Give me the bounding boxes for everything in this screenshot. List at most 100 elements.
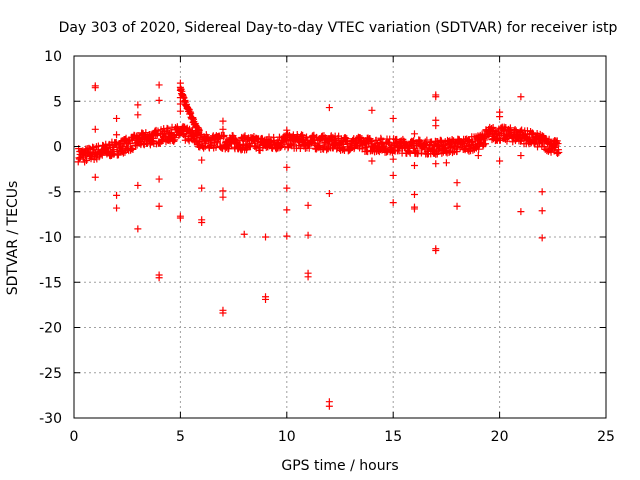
band-point bbox=[368, 138, 376, 146]
outlier-point bbox=[538, 234, 546, 242]
outlier-point bbox=[113, 191, 121, 199]
outlier-point bbox=[219, 309, 227, 317]
outlier-point bbox=[198, 156, 206, 164]
outlier-point bbox=[538, 188, 546, 196]
outlier-point bbox=[432, 122, 440, 130]
outlier-point bbox=[91, 173, 99, 181]
outlier-point bbox=[517, 152, 525, 160]
outlier-point bbox=[538, 207, 546, 215]
outlier-point bbox=[155, 81, 163, 89]
outlier-point bbox=[134, 225, 142, 233]
band-point bbox=[482, 140, 490, 148]
band-point bbox=[298, 131, 306, 139]
outlier-point bbox=[134, 181, 142, 189]
y-tick-label: 0 bbox=[53, 140, 62, 156]
outlier-point bbox=[176, 86, 184, 94]
outlier-point bbox=[283, 184, 291, 192]
outlier-point bbox=[474, 152, 482, 160]
band-point bbox=[475, 145, 483, 153]
band-point bbox=[129, 145, 137, 153]
outlier-point bbox=[155, 175, 163, 183]
outlier-point bbox=[176, 100, 184, 108]
outlier-point bbox=[432, 160, 440, 168]
x-tick-label: 25 bbox=[597, 429, 615, 445]
band-point bbox=[361, 143, 369, 151]
y-tick-label: -5 bbox=[48, 185, 62, 201]
outlier-point bbox=[176, 214, 184, 222]
band-point bbox=[225, 144, 233, 152]
outlier-point bbox=[283, 206, 291, 214]
band-point bbox=[98, 151, 106, 159]
outlier-point bbox=[198, 184, 206, 192]
outlier-point bbox=[389, 114, 397, 122]
y-tick-label: 10 bbox=[44, 49, 62, 65]
outlier-point bbox=[442, 159, 450, 167]
outlier-point bbox=[283, 163, 291, 171]
outlier-point bbox=[496, 157, 504, 165]
outlier-point bbox=[283, 126, 291, 134]
outlier-point bbox=[432, 93, 440, 101]
y-tick-label: 5 bbox=[53, 94, 62, 110]
x-tick-label: 10 bbox=[278, 429, 296, 445]
y-axis-title: SDTVAR / TECUs bbox=[5, 181, 21, 296]
outlier-point bbox=[325, 190, 333, 198]
outlier-point bbox=[113, 131, 121, 139]
outlier-point bbox=[219, 117, 227, 125]
outlier-point bbox=[155, 202, 163, 210]
band-point bbox=[170, 137, 178, 145]
band-point bbox=[85, 144, 93, 152]
grid-lines bbox=[74, 56, 606, 418]
outlier-point bbox=[410, 162, 418, 170]
outlier-point bbox=[389, 155, 397, 163]
band-point bbox=[409, 138, 417, 146]
outlier-point bbox=[389, 171, 397, 179]
outlier-point bbox=[517, 208, 525, 216]
band-point bbox=[462, 142, 470, 150]
outlier-point bbox=[389, 199, 397, 207]
y-tick-label: -30 bbox=[39, 411, 62, 427]
outlier-point bbox=[283, 232, 291, 240]
outlier-point bbox=[262, 233, 270, 241]
outlier-point bbox=[325, 402, 333, 410]
chart-title: Day 303 of 2020, Sidereal Day-to-day VTE… bbox=[59, 20, 618, 36]
outlier-point bbox=[240, 230, 248, 238]
x-tick-label: 5 bbox=[176, 429, 185, 445]
y-tick-label: -15 bbox=[39, 275, 62, 291]
outlier-point bbox=[176, 107, 184, 115]
outlier-point bbox=[304, 201, 312, 209]
band-point bbox=[185, 137, 193, 145]
outlier-point bbox=[453, 179, 461, 187]
band-point bbox=[171, 134, 179, 142]
band-point bbox=[523, 127, 531, 135]
outlier-point bbox=[496, 113, 504, 121]
spike-point bbox=[195, 126, 203, 134]
outlier-point bbox=[410, 130, 418, 138]
y-tick-label: -10 bbox=[39, 230, 62, 246]
y-tick-label: -25 bbox=[39, 366, 62, 382]
outlier-point bbox=[325, 104, 333, 112]
outlier-point bbox=[368, 157, 376, 165]
outlier-point bbox=[134, 111, 142, 119]
outlier-point bbox=[219, 125, 227, 133]
band-point bbox=[278, 142, 286, 150]
band-point bbox=[164, 125, 172, 133]
x-axis-title: GPS time / hours bbox=[281, 458, 398, 474]
outlier-point bbox=[410, 205, 418, 213]
outlier-point bbox=[113, 204, 121, 212]
outlier-point bbox=[91, 84, 99, 92]
x-tick-label: 15 bbox=[384, 429, 402, 445]
outlier-point bbox=[432, 247, 440, 255]
outlier-point bbox=[219, 193, 227, 201]
outlier-point bbox=[453, 202, 461, 210]
outlier-point bbox=[155, 96, 163, 104]
band-point bbox=[114, 151, 122, 159]
outlier-point bbox=[155, 274, 163, 282]
outlier-point bbox=[517, 93, 525, 101]
outlier-point bbox=[113, 114, 121, 122]
x-tick-label: 20 bbox=[491, 429, 509, 445]
axis-ticks: 0 5 10 15 20 25 10 5 0 -5 -10 -15 -20 -25 -30 bbox=[39, 49, 615, 445]
outlier-point bbox=[368, 106, 376, 114]
outlier-point bbox=[538, 132, 546, 140]
outlier-point bbox=[410, 190, 418, 198]
